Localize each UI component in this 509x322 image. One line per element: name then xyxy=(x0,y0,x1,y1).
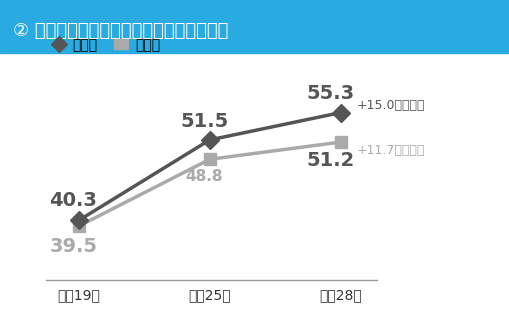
Text: 51.5: 51.5 xyxy=(180,111,228,130)
Text: 48.8: 48.8 xyxy=(185,169,223,184)
Legend: 小学校, 中学校: 小学校, 中学校 xyxy=(46,33,165,58)
Text: +15.0ポイント: +15.0ポイント xyxy=(356,99,424,112)
Text: +11.7ポイント: +11.7ポイント xyxy=(356,144,424,157)
Text: 40.3: 40.3 xyxy=(49,191,97,210)
Text: 39.5: 39.5 xyxy=(49,237,97,256)
Text: 51.2: 51.2 xyxy=(305,151,354,170)
Text: 55.3: 55.3 xyxy=(305,84,354,103)
Text: ② 家で，学校の授業の復習をしていますか: ② 家で，学校の授業の復習をしていますか xyxy=(13,22,228,40)
